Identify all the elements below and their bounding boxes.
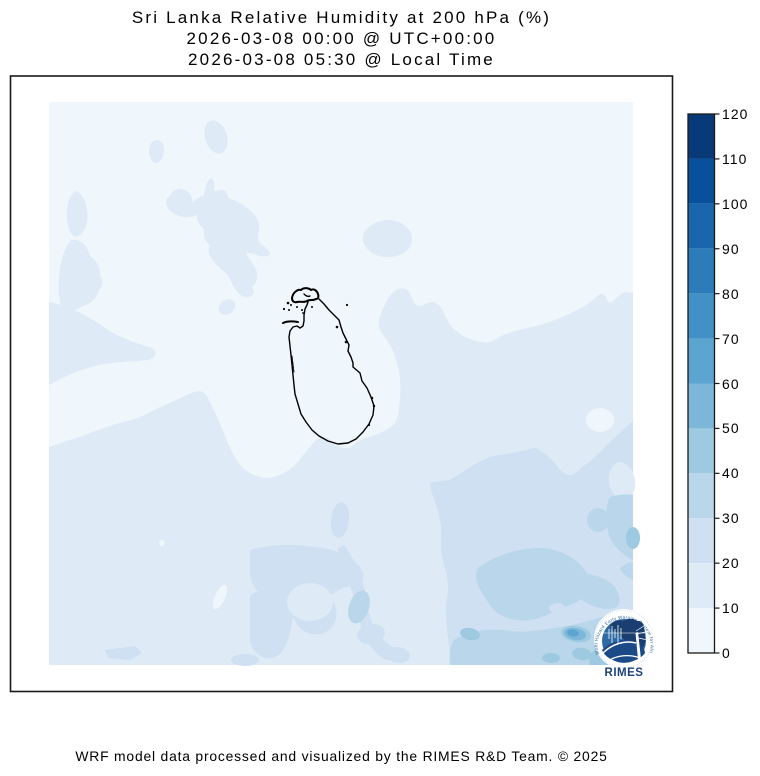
svg-text:RIMES: RIMES xyxy=(605,667,644,679)
